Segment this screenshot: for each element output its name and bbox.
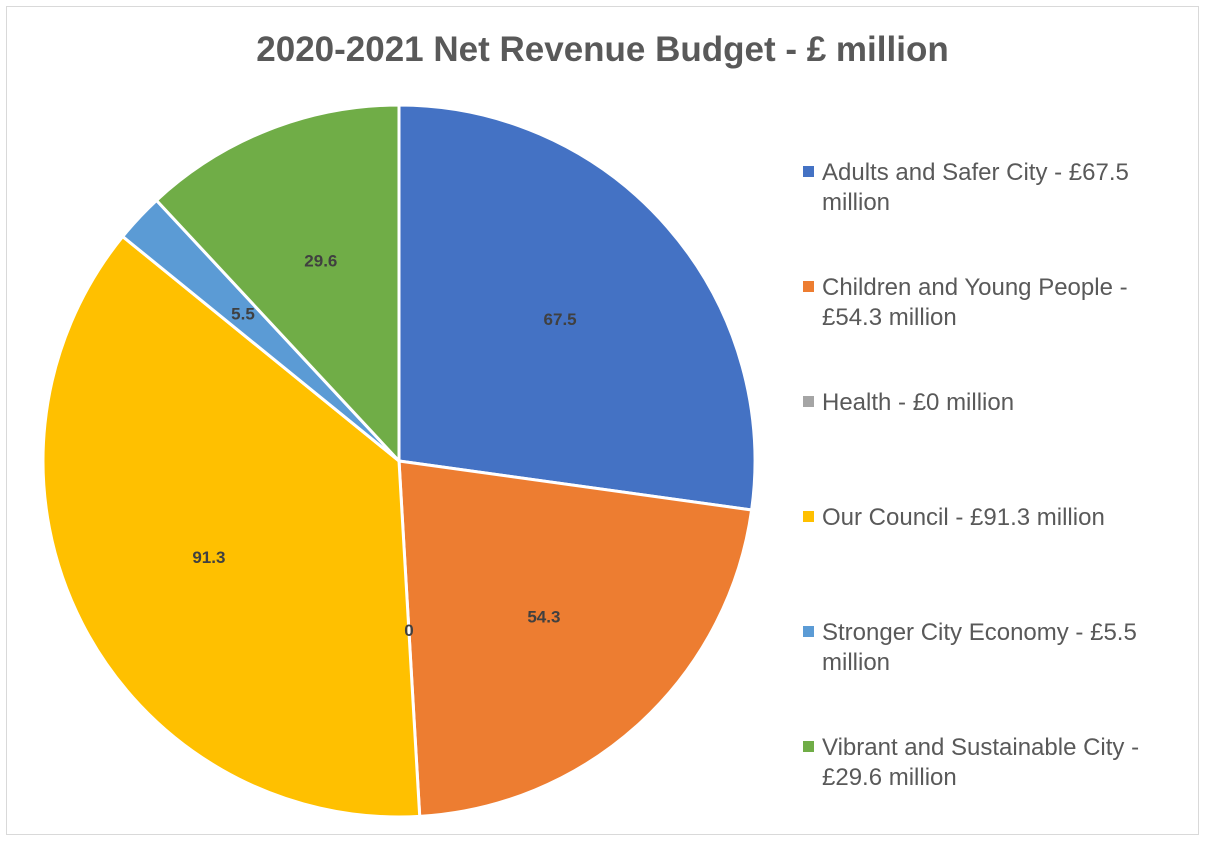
legend-swatch	[803, 741, 814, 752]
legend-swatch	[803, 396, 814, 407]
legend-label: Our Council - £91.3 million	[822, 504, 1105, 531]
pie-slice-adults-and-safer-city	[397, 103, 757, 512]
legend-label: Vibrant and Sustainable City - £29.6 mil…	[822, 734, 1140, 791]
legend-item-children-and-young-people: Children and Young People - £54.3 millio…	[803, 273, 1193, 388]
legend: Adults and Safer City - £67.5 million Ch…	[803, 158, 1193, 848]
legend-label: Adults and Safer City - £67.5 million	[822, 159, 1129, 216]
data-label-vibrant-and-sustainable-city: 29.6	[304, 252, 337, 271]
legend-item-stronger-city-economy: Stronger City Economy - £5.5 million	[803, 618, 1193, 733]
pie-slice-our-council	[41, 235, 422, 819]
data-label-adults-and-safer-city: 67.5	[544, 310, 577, 329]
data-label-children-and-young-people: 54.3	[527, 607, 560, 626]
legend-label: Children and Young People - £54.3 millio…	[822, 274, 1128, 331]
data-label-our-council: 91.3	[192, 548, 225, 567]
pie-slice-vibrant-and-sustainable-city	[155, 103, 401, 463]
legend-swatch	[803, 511, 814, 522]
legend-item-vibrant-and-sustainable-city: Vibrant and Sustainable City - £29.6 mil…	[803, 733, 1193, 848]
legend-label: Stronger City Economy - £5.5 million	[822, 619, 1137, 676]
legend-swatch	[803, 166, 814, 177]
legend-item-health: Health - £0 million	[803, 388, 1193, 503]
legend-label: Health - £0 million	[822, 389, 1015, 416]
data-label-health: 0	[404, 621, 413, 640]
chart-title: 2020-2021 Net Revenue Budget - £ million	[256, 30, 949, 69]
legend-swatch	[803, 281, 814, 292]
data-label-stronger-city-economy: 5.5	[231, 305, 255, 324]
legend-item-our-council: Our Council - £91.3 million	[803, 503, 1193, 618]
legend-swatch	[803, 626, 814, 637]
pie-slice-children-and-young-people	[397, 459, 754, 818]
legend-item-adults-and-safer-city: Adults and Safer City - £67.5 million	[803, 158, 1193, 273]
